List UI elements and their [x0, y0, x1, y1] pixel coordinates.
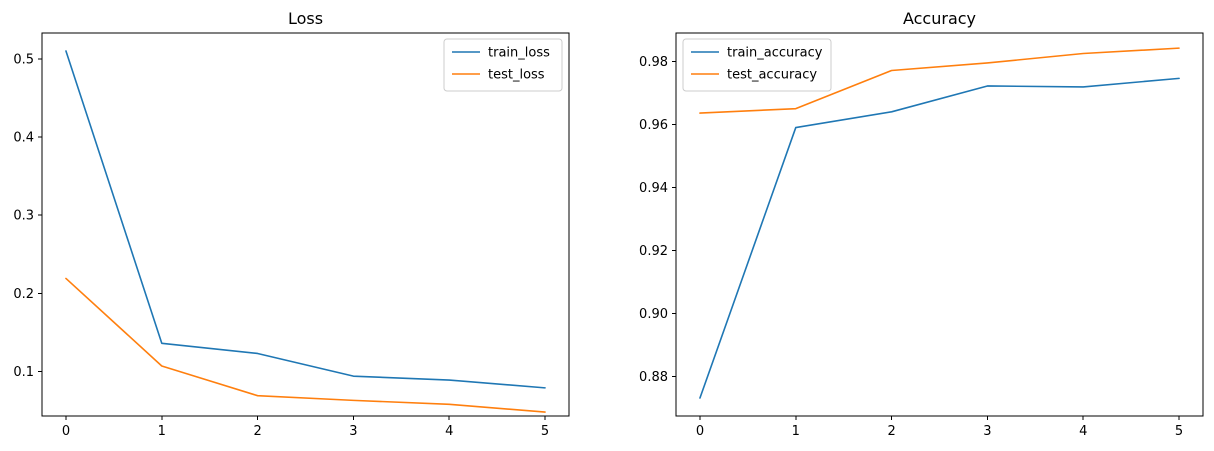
legend: train_loss test_loss [443, 38, 563, 92]
x-tick-label: 3 [349, 424, 357, 439]
x-tick-label: 4 [1079, 424, 1087, 439]
y-tick-label: 0.96 [639, 118, 668, 133]
x-tick-label: 2 [253, 424, 261, 439]
series-line-train_accuracy [699, 77, 1180, 399]
y-tick-label: 0.94 [639, 181, 668, 196]
legend-label: train_accuracy [727, 46, 823, 61]
x-tick-label: 4 [445, 424, 453, 439]
series-lines [699, 47, 1180, 399]
y-tick-label: 0.5 [13, 52, 34, 67]
chart-title: Loss [288, 9, 323, 28]
legend-label: test_accuracy [727, 68, 817, 83]
x-tick-label: 2 [887, 424, 895, 439]
y-tick-label: 0.98 [639, 55, 668, 70]
accuracy-chart: Accuracy 0 1 2 3 4 50.880.900.920.940.960.98 … [639, 9, 1204, 439]
y-tick-label: 0.4 [13, 130, 34, 145]
y-tick-label: 0.90 [639, 307, 668, 322]
x-tick-label: 5 [1175, 424, 1183, 439]
x-tick-label: 1 [792, 424, 800, 439]
series-line-test_accuracy [699, 47, 1180, 114]
x-tick-label: 5 [541, 424, 549, 439]
legend-frame [682, 38, 832, 92]
y-tick-label: 0.88 [639, 370, 668, 385]
y-tick-label: 0.3 [13, 209, 34, 224]
axes-frame [41, 32, 570, 417]
loss-chart: Loss 0 1 2 3 4 5 0.1 0.2 0.3 0.4 0.5 train_losstes… [13, 9, 570, 439]
y-tick-label: 0.2 [13, 287, 34, 302]
y-tick-label: 0.1 [13, 365, 34, 380]
x-tick-label: 3 [983, 424, 991, 439]
series-line-test_loss [65, 277, 546, 413]
x-tick-label: 1 [158, 424, 166, 439]
series-line-train_loss [65, 50, 546, 389]
axis-ticks: 0 1 2 3 4 5 0.1 0.2 0.3 0.4 0.5 [13, 52, 549, 439]
series-lines [65, 50, 546, 413]
y-tick-label: 0.92 [639, 244, 668, 259]
legend-label: test_loss [488, 68, 545, 83]
x-tick-label: 0 [62, 424, 70, 439]
legend-label: train_loss [488, 46, 550, 61]
axis-ticks: 0 1 2 3 4 5 0.88 0.90 0.92 0.94 0.96 0.98 [639, 55, 1183, 439]
axes-frame [675, 32, 1204, 417]
x-tick-label: 0 [696, 424, 704, 439]
legend: train_accuracy test_accuracy [682, 38, 832, 92]
chart-title: Accuracy [903, 9, 976, 28]
